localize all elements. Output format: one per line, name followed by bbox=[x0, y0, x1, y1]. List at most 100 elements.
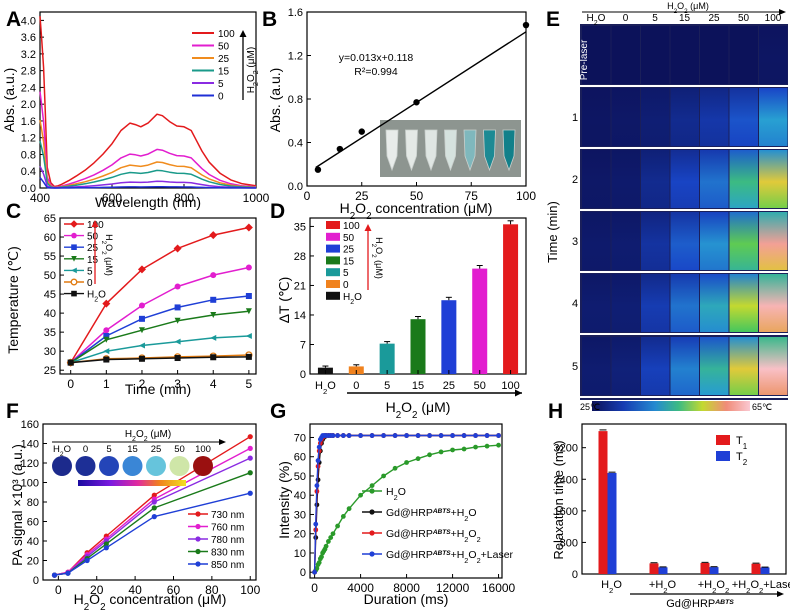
panel-a-absorbance-spectra: 400 600 800 10000.00.40.81.21.62.02.42.83.2… bbox=[1, 11, 270, 210]
equation-annotation: R²=0.994 bbox=[354, 66, 398, 78]
bar-50 bbox=[472, 268, 488, 374]
vial bbox=[444, 129, 457, 172]
thermal-cell bbox=[759, 26, 788, 84]
x-tick-label: 0 bbox=[311, 581, 318, 595]
axes-frame bbox=[581, 423, 787, 575]
thermal-cell bbox=[582, 337, 611, 395]
x-tick-label: 25 bbox=[443, 380, 455, 392]
legend-swatch-T2 bbox=[716, 451, 730, 461]
data-point bbox=[103, 348, 110, 355]
inset-sample-dot bbox=[99, 456, 119, 476]
inset-label: 100 bbox=[195, 444, 211, 455]
y-tick-label: 1.2 bbox=[288, 51, 303, 63]
bar-T2 bbox=[607, 472, 617, 574]
x-tick-label: 25 bbox=[355, 189, 369, 203]
panel-e-thermal-images: H2​O 0 5 15 25 50 100 H2​O2​ (μM) Pre-laser 1 2 3 4 5… bbox=[545, 1, 788, 412]
data-point bbox=[313, 521, 319, 527]
y-tick-label: 40 bbox=[44, 308, 56, 320]
data-point bbox=[415, 433, 421, 438]
panel-letter-g: G bbox=[270, 400, 286, 423]
x-axis-title: Duration (ms) bbox=[364, 591, 449, 607]
data-point bbox=[369, 488, 375, 494]
thermal-cell bbox=[700, 26, 729, 84]
thermal-cell bbox=[641, 212, 670, 270]
bar-T2 bbox=[760, 567, 770, 574]
data-point bbox=[151, 514, 157, 520]
bar-T1 bbox=[751, 563, 761, 574]
legend-label-0: 0 bbox=[343, 280, 349, 291]
y-tick-label: 14 bbox=[294, 310, 306, 322]
data-point bbox=[245, 264, 252, 271]
legend-label-50: 50 bbox=[87, 232, 99, 243]
legend-label-0: 0 bbox=[87, 278, 93, 289]
y-tick-label: 0.8 bbox=[21, 149, 36, 161]
inset-sample-dot bbox=[122, 456, 143, 476]
data-point bbox=[427, 433, 432, 438]
y-tick-label: 60 bbox=[294, 452, 306, 464]
legend-label-50: 50 bbox=[343, 233, 355, 244]
data-point bbox=[210, 354, 217, 361]
legend-label-100: 100 bbox=[343, 221, 360, 232]
x-tick-label: +H2​O2​+Laser bbox=[732, 579, 790, 595]
thermal-cell bbox=[729, 212, 758, 270]
y-tick-label: 0.4 bbox=[21, 166, 36, 178]
legend-arrow-head bbox=[239, 30, 247, 37]
data-point bbox=[369, 509, 375, 515]
thermal-cell bbox=[611, 88, 640, 146]
y-tick-label: 35 bbox=[294, 221, 306, 233]
axes-frame bbox=[39, 11, 257, 189]
column-label: 50 bbox=[738, 13, 750, 24]
category-arrow-head bbox=[515, 389, 522, 397]
y-tick-label: 0 bbox=[300, 369, 306, 381]
data-point bbox=[369, 530, 375, 536]
data-point bbox=[450, 433, 455, 438]
thermal-cell bbox=[700, 88, 729, 146]
x-tick-label: 40 bbox=[128, 583, 142, 597]
panel-b-calibration-scatter: 0 25 50 75 100 0.0 0.4 0.8 1.2 1.6 y=0.013x+0.118 R… bbox=[267, 7, 536, 222]
x-tick-label: 15 bbox=[412, 380, 424, 392]
legend-label-25: 25 bbox=[343, 245, 355, 256]
data-point bbox=[330, 433, 336, 438]
data-point bbox=[71, 267, 77, 274]
data-point bbox=[103, 545, 109, 551]
data-point bbox=[65, 570, 71, 576]
data-point bbox=[151, 505, 157, 511]
x-tick-label: 100 bbox=[516, 189, 536, 203]
y-tick-label: 1.2 bbox=[21, 133, 36, 145]
legend-label-T2: T2 bbox=[736, 451, 748, 467]
data-point bbox=[103, 336, 110, 343]
data-point bbox=[473, 433, 478, 438]
inset-sample-dot bbox=[52, 456, 72, 476]
x-tick-label: 50 bbox=[410, 189, 424, 203]
temperature-line-100 bbox=[70, 226, 250, 363]
data-point bbox=[314, 483, 320, 488]
column-label: 25 bbox=[708, 13, 720, 24]
x-tick-label: 16000 bbox=[482, 581, 516, 595]
data-point bbox=[51, 572, 58, 578]
thermal-cell bbox=[670, 337, 699, 395]
thermal-cell bbox=[670, 150, 699, 208]
data-point bbox=[174, 338, 181, 345]
y-tick-label: 100 bbox=[21, 478, 39, 490]
data-point bbox=[484, 443, 490, 449]
legend-label: Gd@HRPABTS+H2​O2​ bbox=[386, 528, 481, 544]
data-point bbox=[336, 145, 344, 153]
data-point bbox=[392, 465, 398, 471]
data-point bbox=[209, 231, 218, 240]
temperature-line-5 bbox=[70, 335, 249, 364]
y-tick-label: 30 bbox=[44, 346, 56, 358]
legend-label: Gd@HRPABTS+H2​O bbox=[386, 507, 477, 523]
x-tick-label: 800 bbox=[174, 191, 194, 205]
data-point bbox=[245, 293, 252, 299]
thermal-cell bbox=[700, 212, 729, 270]
panel-letter-h: H bbox=[548, 400, 563, 423]
colorbar bbox=[592, 401, 750, 411]
thermal-cell bbox=[729, 150, 758, 208]
thermal-cell bbox=[641, 88, 670, 146]
thermal-cell bbox=[729, 88, 758, 146]
data-point bbox=[450, 447, 455, 453]
y-tick-label: 140 bbox=[21, 439, 39, 451]
legend-label-830 nm: 830 nm bbox=[211, 548, 244, 559]
row-label: 4 bbox=[572, 298, 578, 310]
bar-25 bbox=[441, 300, 457, 374]
